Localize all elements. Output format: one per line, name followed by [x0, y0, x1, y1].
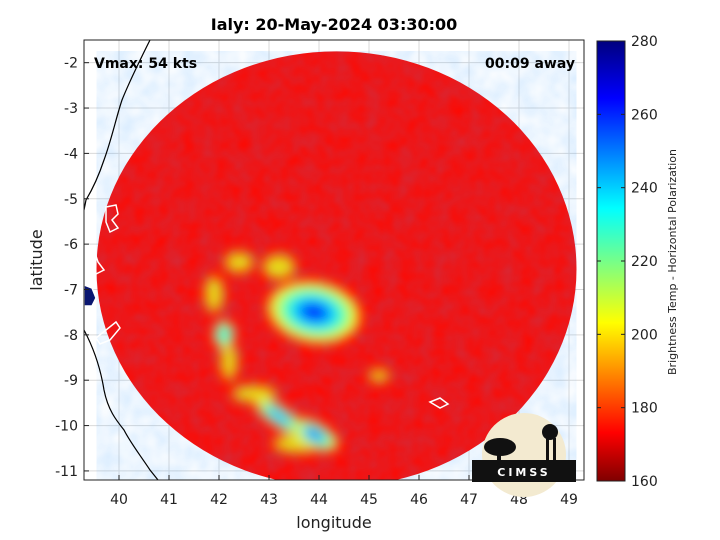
rain-band — [205, 276, 223, 313]
x-tick-label: 43 — [260, 492, 278, 508]
colorbar-label: Brightness Temp - Horizontal Polarizatio… — [666, 149, 679, 375]
x-axis-label: longitude — [296, 513, 371, 532]
colorbar-tick-label: 220 — [631, 254, 658, 270]
rain-band — [225, 252, 253, 273]
feature-core — [272, 414, 286, 419]
island-outline — [428, 397, 450, 409]
rain-band — [232, 385, 276, 402]
feature-core — [221, 331, 227, 338]
colorbar: 160 180 200 220 240 260 280 Brightness Temp - … — [596, 34, 679, 490]
feature-core — [308, 431, 320, 438]
island-outline — [84, 284, 97, 307]
colorbar-tick-label: 280 — [631, 34, 658, 50]
y-tick-label: -9 — [64, 373, 78, 389]
x-tick-label: 49 — [560, 492, 578, 508]
y-tick-label: -4 — [64, 146, 78, 162]
y-tick-label: -7 — [64, 282, 78, 298]
x-tick-label: 46 — [410, 492, 428, 508]
island-outline — [94, 320, 121, 345]
cimss-logo: CIMSS — [472, 413, 576, 497]
plot-frame — [83, 39, 585, 481]
x-tick-label: 41 — [160, 492, 178, 508]
y-axis-label: latitude — [27, 229, 46, 290]
island-outline — [84, 240, 106, 275]
colorbar-tick-label: 200 — [631, 327, 658, 343]
y-tick-label: -6 — [64, 237, 78, 253]
y-tick-label: -3 — [64, 101, 78, 117]
y-tick-label: -5 — [64, 192, 78, 208]
vmax-label: Vmax: 54 kts — [94, 56, 197, 72]
colorbar-tick-label: 240 — [631, 181, 658, 197]
water-tower-icon — [546, 438, 549, 462]
rain-band — [221, 344, 237, 381]
y-tick-label: -2 — [64, 56, 78, 72]
logo-text: CIMSS — [497, 466, 550, 479]
storm-features — [205, 252, 389, 453]
x-tick-label: 47 — [460, 492, 478, 508]
colorbar-ticks: 160 180 200 220 240 260 280 — [597, 34, 658, 490]
chart-title: Ialy: 20-May-2024 03:30:00 — [211, 15, 458, 34]
plot-area: 40 41 42 43 44 45 46 47 48 49 -2-3-4-5-6-7-8-9-10… — [55, 39, 585, 508]
x-tick-label: 44 — [310, 492, 328, 508]
swath — [96, 51, 577, 480]
feature-core — [303, 305, 325, 319]
colorbar-gradient — [596, 40, 626, 482]
colorbar-tick-label: 180 — [631, 401, 658, 417]
x-tick-label: 40 — [110, 492, 128, 508]
rain-band — [369, 369, 389, 382]
coastline — [84, 40, 151, 211]
colorbar-tick-label: 160 — [631, 474, 658, 490]
swath-texture — [96, 51, 577, 480]
y-tick-label: -10 — [55, 419, 78, 435]
y-axis: -2 -3 -4 -5 -6 -7 -8 -9 -10 -11 — [55, 56, 89, 480]
x-axis: 40 41 42 43 44 45 46 47 48 49 — [110, 475, 578, 508]
time-offset-label: 00:09 away — [485, 56, 575, 72]
x-tick-label: 45 — [360, 492, 378, 508]
colorbar-tick-label: 260 — [631, 107, 658, 123]
y-tick-label: -8 — [64, 328, 78, 344]
x-tick-label: 42 — [210, 492, 228, 508]
coastline-south — [84, 329, 159, 480]
island-outline — [105, 204, 120, 234]
y-tick-label: -11 — [55, 464, 78, 480]
rain-band — [263, 254, 295, 279]
